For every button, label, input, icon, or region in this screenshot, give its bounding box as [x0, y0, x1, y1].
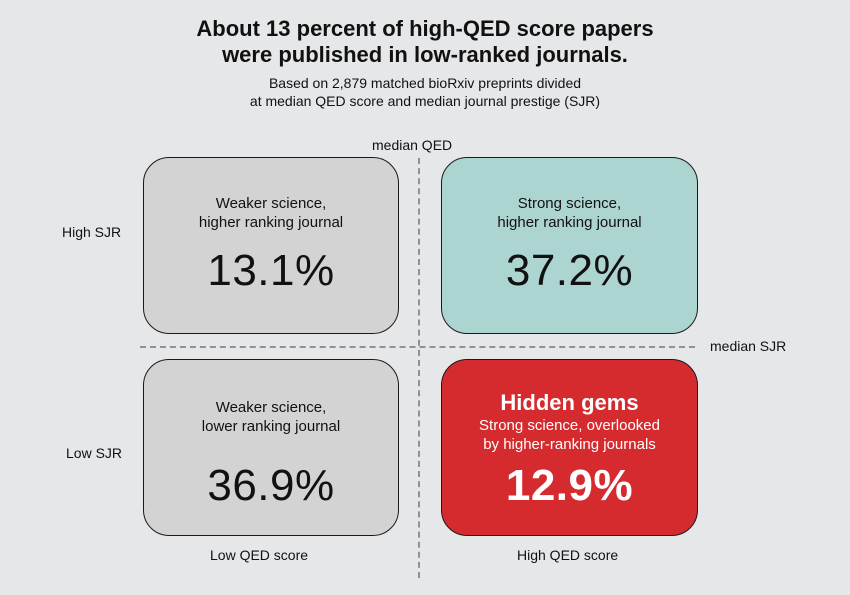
quadrant-value: 13.1%: [207, 246, 335, 295]
quadrant-value: 36.9%: [207, 461, 335, 510]
high-qed-label: High QED score: [517, 547, 619, 563]
quadrant-weaker-lower: Weaker science, lower ranking journal 36…: [143, 359, 399, 536]
quadrant-strong-higher: Strong science, higher ranking journal 3…: [441, 157, 698, 334]
median-sjr-divider: [140, 346, 695, 348]
low-qed-label: Low QED score: [210, 547, 309, 563]
page-title: About 13 percent of high-QED score paper…: [0, 16, 850, 68]
quadrant-label-line-2: by higher-ranking journals: [483, 436, 656, 453]
high-sjr-label: High SJR: [62, 224, 122, 240]
quadrant-label: Weaker science, lower ranking journal: [144, 398, 398, 436]
subtitle-line-1: Based on 2,879 matched bioRxiv preprints…: [268, 75, 582, 91]
quadrant-label: Strong science, overlooked by higher-ran…: [442, 416, 697, 454]
quadrant-label: Weaker science, higher ranking journal: [144, 194, 398, 232]
median-sjr-label: median SJR: [710, 338, 787, 354]
subtitle-line-2: at median QED score and median journal p…: [249, 93, 601, 109]
quadrant-label-line-2: higher ranking journal: [497, 214, 642, 231]
quadrant-label: Strong science, higher ranking journal: [442, 194, 697, 232]
median-qed-divider: [418, 158, 420, 578]
quadrant-label-line-2: higher ranking journal: [198, 214, 344, 231]
title-line-1: About 13 percent of high-QED score paper…: [196, 16, 654, 41]
page-subtitle: Based on 2,879 matched bioRxiv preprints…: [0, 74, 850, 110]
quadrant-label-line-2: lower ranking journal: [201, 418, 341, 435]
quadrant-value: 37.2%: [505, 246, 634, 295]
quadrant-label-line-1: Weaker science,: [215, 195, 327, 212]
low-sjr-label: Low SJR: [66, 445, 123, 461]
quadrant-weaker-higher: Weaker science, higher ranking journal 1…: [143, 157, 399, 334]
quadrant-label-line-1: Weaker science,: [215, 399, 327, 416]
quadrant-value: 12.9%: [505, 461, 634, 510]
hidden-gems-heading: Hidden gems: [500, 390, 639, 415]
quadrant-hidden-gems: Hidden gems Strong science, overlooked b…: [441, 359, 698, 536]
title-line-2: were published in low-ranked journals.: [222, 42, 628, 67]
quadrant-label-line-1: Strong science,: [517, 195, 622, 212]
median-qed-label: median QED: [372, 137, 453, 153]
quadrant-label-line-1: Strong science, overlooked: [479, 417, 660, 434]
